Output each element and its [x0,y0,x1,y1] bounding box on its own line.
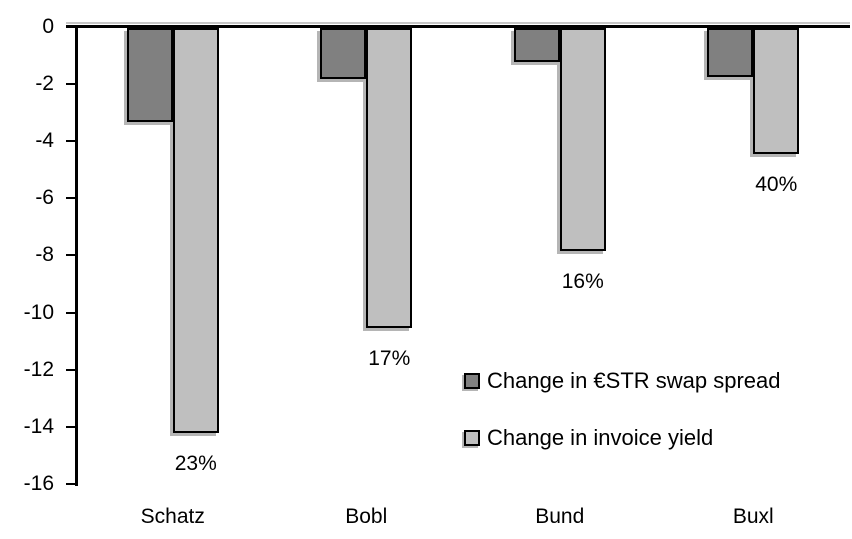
y-tick-label: -12 [23,357,54,381]
y-tick-mark [66,368,76,371]
bar-schatz-swap-spread [126,28,173,123]
data-label-bobl: 17% [368,346,411,370]
y-tick-mark [66,425,76,428]
bar-buxl-swap-spread [707,28,754,77]
data-label-bund: 16% [561,269,604,293]
x-axis-label-bund: Bund [535,505,585,528]
bar-buxl-invoice-yield [753,28,800,154]
y-tick-label: -14 [23,414,54,438]
data-label-buxl: 40% [755,172,798,196]
legend-swatch-invoice-yield-icon [464,430,480,446]
y-tick-mark [66,311,76,314]
bar-bobl-swap-spread [320,28,367,80]
y-tick-label: -8 [35,243,54,267]
bar-bobl-invoice-yield [366,28,413,328]
bar-bund-invoice-yield [559,28,606,251]
x-axis-label-bobl: Bobl [345,505,388,528]
x-axis-label-buxl: Buxl [732,505,774,528]
bar-bund-swap-spread [513,28,560,63]
y-tick-label: -16 [23,471,54,495]
y-tick-mark [66,254,76,257]
legend-item-swap-spread: Change in €STR swap spread [464,368,781,393]
bar-schatz-invoice-yield [172,28,219,434]
y-tick-label: -4 [35,129,54,153]
legend-swatch-swap-spread-icon [464,373,480,389]
data-label-schatz: 23% [174,452,217,476]
y-tick-mark [66,83,76,86]
plot-top-shadow-line [66,22,850,24]
y-tick-mark [66,140,76,143]
y-tick-label: -6 [35,186,54,210]
legend-label-invoice-yield: Change in invoice yield [487,425,714,450]
x-axis-label-schatz: Schatz [140,505,205,528]
legend-label-swap-spread: Change in €STR swap spread [487,368,781,393]
y-tick-label: -2 [35,72,54,96]
y-axis-line [75,25,78,486]
y-tick-mark [66,197,76,200]
legend-item-invoice-yield: Change in invoice yield [464,425,714,450]
y-tick-mark [66,26,76,28]
y-tick-label: -10 [23,300,54,324]
y-tick-label: 0 [42,15,54,38]
x-axis-line [66,25,850,28]
y-tick-mark [66,482,76,485]
